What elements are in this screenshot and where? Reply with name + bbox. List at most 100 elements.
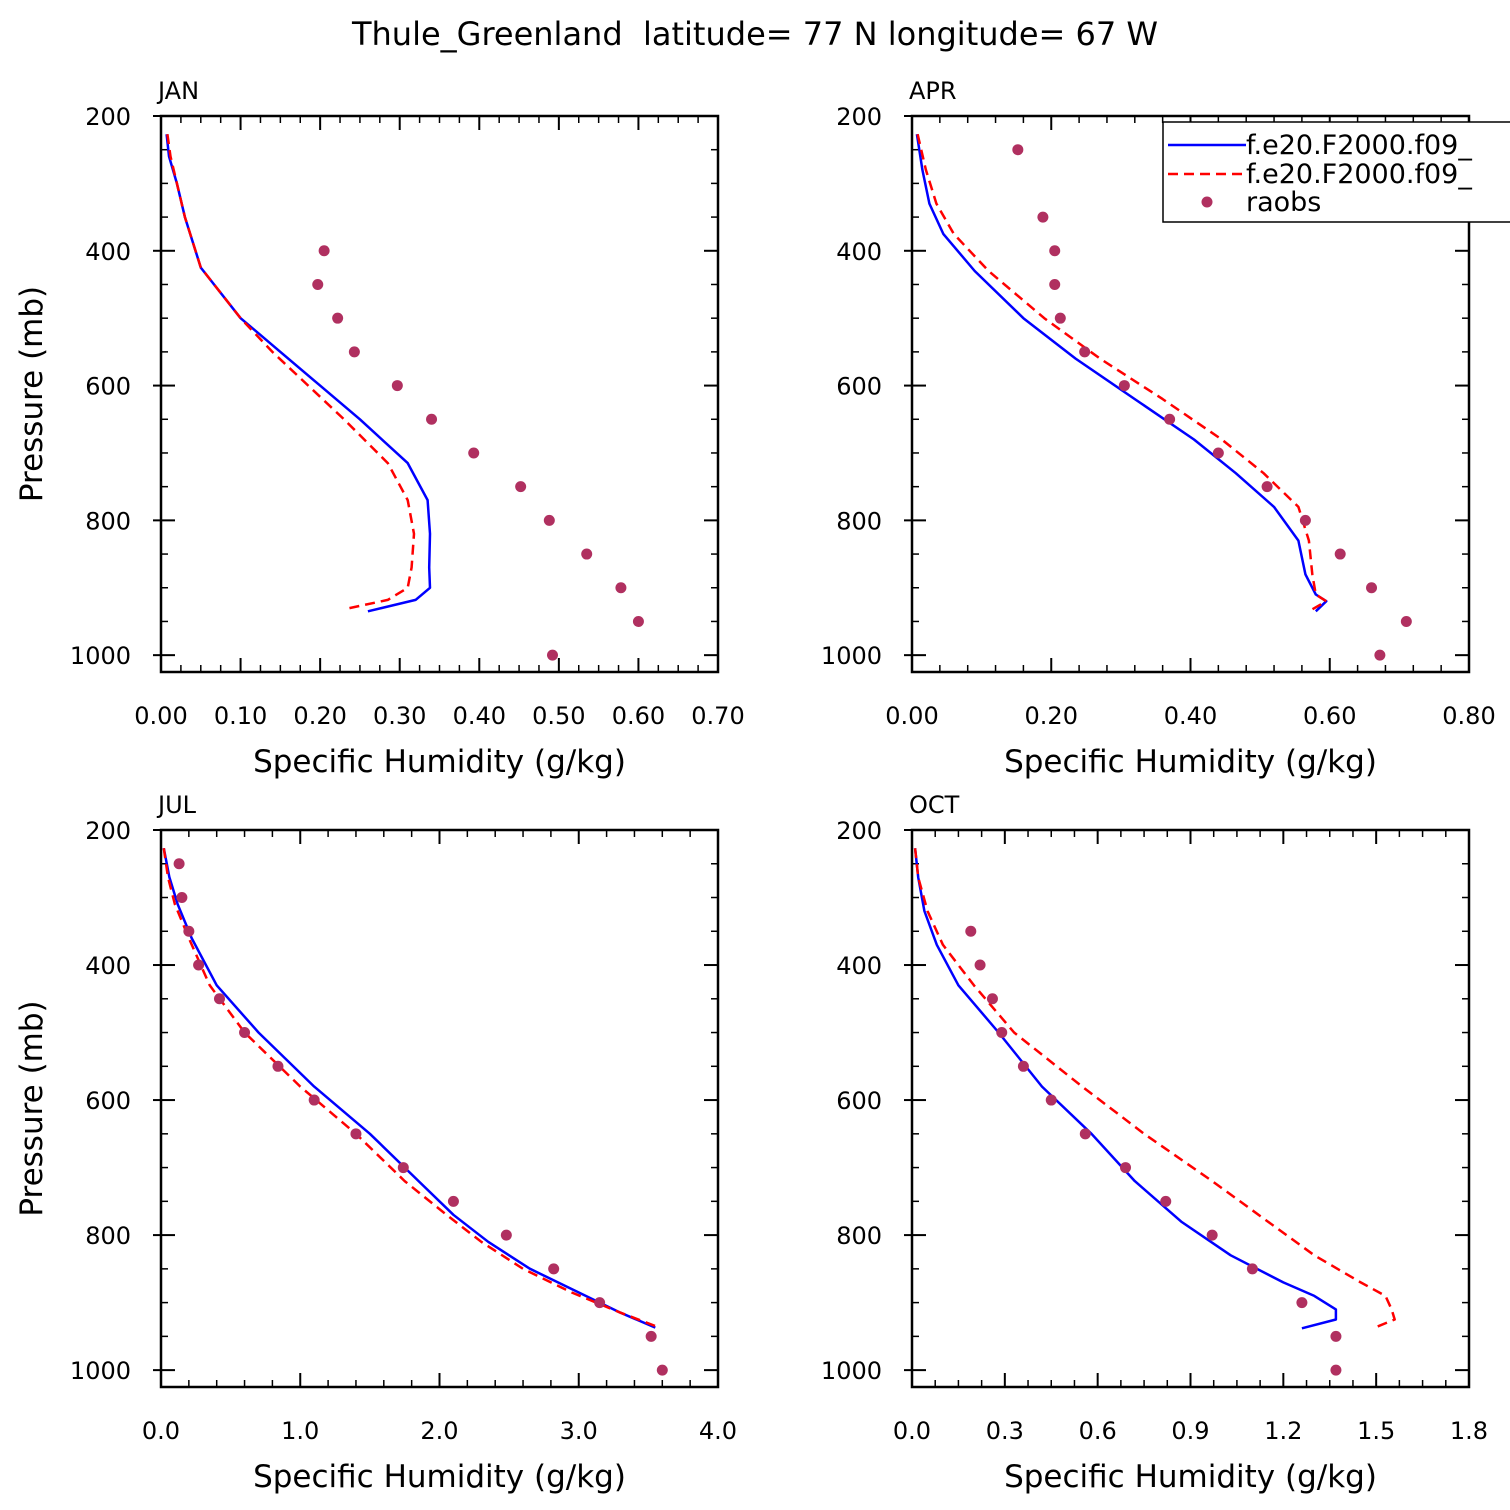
plot-frame <box>910 828 1471 1389</box>
plot-frame <box>159 828 720 1389</box>
raobs-point <box>1261 481 1273 493</box>
x-tick-label: 0.10 <box>214 702 267 730</box>
panel-label: JAN <box>156 77 199 105</box>
series-solid-line <box>165 134 432 613</box>
legend: f.e20.F2000.f09_ f.e20.F2000.f09_ raobs <box>1162 121 1510 223</box>
raobs-point <box>632 615 644 627</box>
raobs-point <box>318 245 330 257</box>
raobs-point <box>1118 380 1130 392</box>
raobs-point <box>1079 1128 1091 1140</box>
raobs-point <box>996 1027 1008 1039</box>
y-tick-label: 200 <box>836 103 882 131</box>
raobs-point <box>986 993 998 1005</box>
x-tick-label: 0.6 <box>1079 1417 1117 1445</box>
raobs-point <box>965 925 977 937</box>
raobs-point <box>332 312 344 324</box>
legend-label-dashed: f.e20.F2000.f09_ <box>1246 159 1472 190</box>
raobs-point <box>548 1263 560 1275</box>
panels: JAN 0.00 0.10 0.20 0.30 0.40 0.50 0.60 0.70 200 40… <box>14 77 1496 1495</box>
legend-label-raobs: raobs <box>1246 187 1321 218</box>
raobs-point <box>239 1027 251 1039</box>
x-tick-label: 0.9 <box>1171 1417 1209 1445</box>
y-tick-label: 1000 <box>821 642 882 670</box>
x-tick-label: 0.00 <box>134 702 187 730</box>
raobs-point <box>1206 1229 1218 1241</box>
raobs-point <box>546 649 558 661</box>
x-tick-label: 3.0 <box>560 1417 598 1445</box>
raobs-point <box>500 1229 512 1241</box>
x-tick-label: 1.5 <box>1357 1417 1395 1445</box>
raobs-point <box>1012 144 1024 156</box>
series-dashed-line <box>913 848 1396 1330</box>
raobs-point <box>312 278 324 290</box>
raobs-point <box>1054 312 1066 324</box>
panel-jan: JAN 0.00 0.10 0.20 0.30 0.40 0.50 0.60 0.70 200 40… <box>14 77 745 780</box>
raobs-point <box>397 1162 409 1174</box>
y-tick-label: 400 <box>836 238 882 266</box>
raobs-point <box>173 858 185 870</box>
panel-label: JUL <box>156 791 197 819</box>
raobs-point <box>391 380 403 392</box>
raobs-point <box>1160 1195 1172 1207</box>
raobs-point <box>1017 1060 1029 1072</box>
x-tick-label: 0.70 <box>691 702 744 730</box>
series-dashed-line <box>166 134 416 611</box>
x-tick-label: 4.0 <box>699 1417 737 1445</box>
y-tick-label: 200 <box>85 817 131 845</box>
y-tick-label: 800 <box>836 507 882 535</box>
y-tick-label: 200 <box>836 817 882 845</box>
series-solid-line <box>162 847 656 1329</box>
y-tick-label: 600 <box>836 1087 882 1115</box>
raobs-point <box>1296 1297 1308 1309</box>
x-axis-title: Specific Humidity (g/kg) <box>253 1459 626 1495</box>
raobs-point <box>1334 548 1346 560</box>
raobs-point <box>1246 1263 1258 1275</box>
x-tick-label: 0.50 <box>532 702 585 730</box>
plot-frame <box>159 114 720 674</box>
raobs-point <box>1164 413 1176 425</box>
x-tick-label: 0.60 <box>612 702 665 730</box>
series-dashed-line <box>162 848 660 1329</box>
raobs-point <box>656 1364 668 1376</box>
x-axis-title: Specific Humidity (g/kg) <box>1004 1459 1377 1495</box>
x-tick-label: 0.0 <box>142 1417 180 1445</box>
raobs-point <box>1212 447 1224 459</box>
x-axis-title: Specific Humidity (g/kg) <box>253 744 626 780</box>
y-axis-title: Pressure (mb) <box>14 1000 50 1216</box>
legend-box <box>1162 121 1510 223</box>
y-tick-label: 400 <box>85 238 131 266</box>
y-tick-label: 600 <box>85 373 131 401</box>
x-tick-label: 0.00 <box>885 702 938 730</box>
y-tick-label: 800 <box>85 1222 131 1250</box>
raobs-point <box>974 959 986 971</box>
raobs-point <box>447 1195 459 1207</box>
raobs-point <box>1045 1094 1057 1106</box>
raobs-point <box>1366 582 1378 594</box>
figure-title: Thule_Greenland latitude= 77 N longitude… <box>351 15 1158 53</box>
x-tick-label: 1.2 <box>1264 1417 1302 1445</box>
raobs-point <box>183 925 195 937</box>
x-tick-label: 0.60 <box>1303 702 1356 730</box>
raobs-point <box>1374 649 1386 661</box>
raobs-point <box>615 582 627 594</box>
raobs-point <box>581 548 593 560</box>
raobs-point <box>1049 245 1061 257</box>
raobs-point <box>1037 211 1049 223</box>
raobs-point <box>1330 1330 1342 1342</box>
raobs-point <box>348 346 360 358</box>
raobs-point <box>515 481 527 493</box>
raobs-point <box>543 514 555 526</box>
y-tick-label: 800 <box>836 1222 882 1250</box>
x-tick-label: 0.20 <box>1025 702 1078 730</box>
x-axis-title: Specific Humidity (g/kg) <box>1004 744 1377 780</box>
raobs-point <box>1330 1364 1342 1376</box>
raobs-point <box>1299 514 1311 526</box>
x-tick-label: 2.0 <box>420 1417 458 1445</box>
panel-label: OCT <box>909 791 960 819</box>
raobs-point <box>468 447 480 459</box>
y-tick-label: 800 <box>85 507 131 535</box>
x-tick-label: 0.40 <box>453 702 506 730</box>
x-tick-label: 0.3 <box>986 1417 1024 1445</box>
x-tick-label: 1.8 <box>1450 1417 1488 1445</box>
